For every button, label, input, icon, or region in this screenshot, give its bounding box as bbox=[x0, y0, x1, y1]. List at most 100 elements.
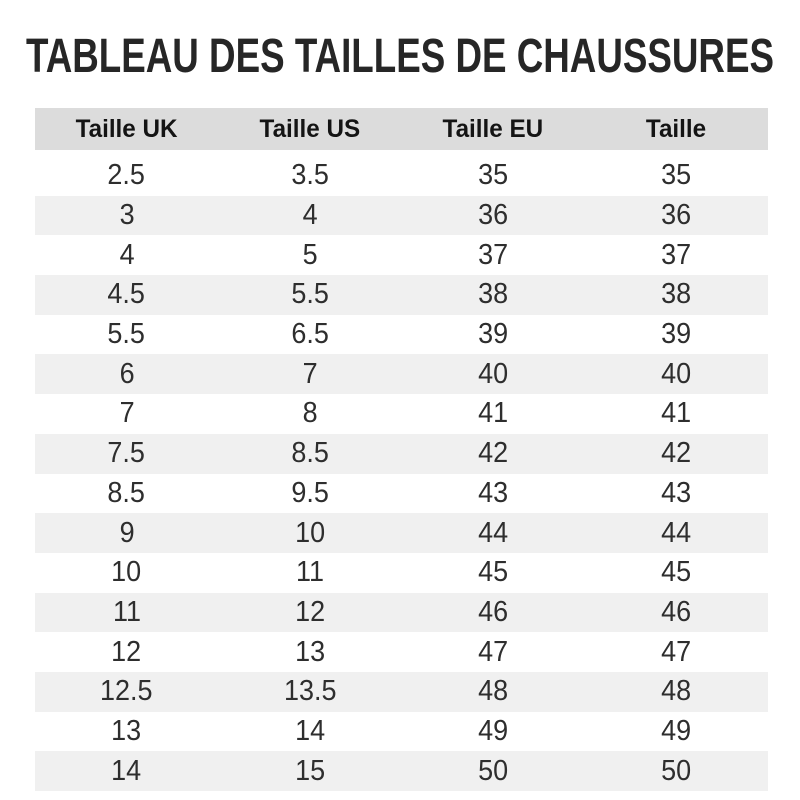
size-value: 12.5 bbox=[100, 675, 153, 708]
table-cell: 40 bbox=[402, 357, 585, 390]
size-value: 36 bbox=[478, 199, 509, 232]
table-cell: 4 bbox=[35, 240, 218, 270]
table-cell: 35 bbox=[402, 161, 585, 190]
size-value: 8.5 bbox=[291, 437, 329, 470]
size-value: 14 bbox=[294, 714, 325, 747]
size-value: 44 bbox=[661, 516, 692, 549]
table-cell: 2.5 bbox=[35, 161, 218, 190]
table-cell: 8.5 bbox=[35, 476, 218, 509]
table-cell: 13 bbox=[218, 637, 401, 667]
size-value: 48 bbox=[661, 675, 692, 708]
size-value: 39 bbox=[478, 318, 509, 351]
table-cell: 45 bbox=[585, 558, 768, 587]
size-value: 12 bbox=[111, 635, 142, 668]
page-title-svg: TABLEAU DES TAILLES DE CHAUSSURES bbox=[26, 30, 774, 83]
size-value: 11 bbox=[112, 595, 141, 628]
size-value: 49 bbox=[661, 714, 692, 747]
table-cell: 44 bbox=[402, 518, 585, 548]
table-cell: 13 bbox=[35, 714, 218, 747]
table-cell: 12.5 bbox=[35, 677, 218, 706]
size-value: 38 bbox=[661, 278, 692, 311]
size-value: 45 bbox=[661, 556, 692, 589]
table-cell: 4 bbox=[218, 201, 401, 230]
size-value: 7 bbox=[119, 397, 135, 430]
page-title: TABLEAU DES TAILLES DE CHAUSSURES bbox=[26, 30, 774, 83]
size-value: 3.5 bbox=[291, 159, 329, 192]
column-header-taille-us: Taille US bbox=[218, 116, 401, 142]
table-cell: 48 bbox=[585, 677, 768, 706]
table-cell: 12 bbox=[35, 635, 218, 668]
size-value: 4.5 bbox=[107, 278, 146, 311]
size-value: 9.5 bbox=[291, 476, 329, 509]
table-cell: 37 bbox=[585, 240, 768, 270]
column-header-label: Taille bbox=[646, 114, 707, 143]
size-value: 8.5 bbox=[107, 476, 146, 509]
table-cell: 46 bbox=[585, 595, 768, 628]
size-value: 35 bbox=[478, 159, 509, 192]
size-value: 5 bbox=[302, 238, 318, 271]
size-value: 42 bbox=[661, 437, 692, 470]
size-value: 50 bbox=[661, 754, 692, 787]
table-cell: 46 bbox=[402, 595, 585, 628]
table-cell: 3.5 bbox=[218, 161, 401, 190]
size-value: 6.5 bbox=[291, 318, 329, 351]
size-value: 14 bbox=[111, 754, 142, 787]
size-value: 46 bbox=[661, 595, 692, 628]
column-header-taille: Taille bbox=[585, 114, 768, 143]
table-cell: 43 bbox=[402, 478, 585, 508]
size-value: 47 bbox=[478, 635, 509, 668]
size-value: 9 bbox=[119, 516, 135, 549]
size-value: 48 bbox=[478, 675, 509, 708]
table-cell: 15 bbox=[218, 754, 401, 787]
column-header-label: Taille EU bbox=[442, 114, 544, 143]
table-cell: 10 bbox=[218, 518, 401, 548]
table-row: 6 7 40 40 bbox=[35, 354, 768, 395]
table-cell: 48 bbox=[402, 677, 585, 706]
table-row: 14 15 50 50 bbox=[35, 751, 768, 791]
table-cell: 8.5 bbox=[218, 439, 401, 468]
table-cell: 47 bbox=[585, 637, 768, 667]
size-value: 45 bbox=[478, 556, 509, 589]
table-body: 2.5 3.5 35 35 3 4 36 36 4 5 37 37 4.5 5.5 38 38 5.5 6.5 39… bbox=[35, 156, 768, 791]
table-cell: 39 bbox=[402, 320, 585, 349]
size-value: 46 bbox=[478, 595, 509, 628]
table-cell: 7 bbox=[35, 399, 218, 428]
table-cell: 38 bbox=[402, 280, 585, 309]
table-cell: 37 bbox=[402, 240, 585, 270]
table-cell: 42 bbox=[585, 439, 768, 468]
table-row: 2.5 3.5 35 35 bbox=[35, 156, 768, 196]
table-cell: 11 bbox=[218, 558, 401, 587]
table-cell: 4.5 bbox=[35, 280, 218, 309]
table-cell: 11 bbox=[35, 595, 218, 628]
size-value: 49 bbox=[478, 714, 509, 747]
table-cell: 45 bbox=[402, 558, 585, 587]
column-header-taille-eu: Taille EU bbox=[402, 114, 585, 143]
size-value: 38 bbox=[478, 278, 509, 311]
size-value: 50 bbox=[478, 754, 509, 787]
table-cell: 3 bbox=[35, 201, 218, 230]
size-value: 35 bbox=[661, 159, 692, 192]
table-cell: 50 bbox=[585, 754, 768, 787]
size-value: 36 bbox=[661, 199, 692, 232]
size-value: 15 bbox=[294, 754, 325, 787]
table-row: 7.5 8.5 42 42 bbox=[35, 433, 768, 474]
size-value: 4 bbox=[302, 199, 318, 232]
table-cell: 14 bbox=[35, 754, 218, 787]
table-cell: 35 bbox=[585, 161, 768, 190]
table-row: 9 10 44 44 bbox=[35, 513, 768, 553]
table-cell: 36 bbox=[585, 201, 768, 230]
table-row: 4 5 37 37 bbox=[35, 235, 768, 275]
size-value: 42 bbox=[478, 437, 509, 470]
table-cell: 12 bbox=[218, 597, 401, 627]
size-value: 7 bbox=[302, 357, 318, 390]
size-value: 13 bbox=[111, 714, 142, 747]
column-header-taille-uk: Taille UK bbox=[35, 116, 218, 142]
table-row: 10 11 45 45 bbox=[35, 553, 768, 593]
size-value: 40 bbox=[478, 357, 509, 390]
size-value: 8 bbox=[302, 397, 318, 430]
table-cell: 8 bbox=[218, 399, 401, 428]
table-cell: 5 bbox=[218, 238, 401, 271]
table-cell: 49 bbox=[585, 714, 768, 747]
table-row: 5.5 6.5 39 39 bbox=[35, 315, 768, 355]
